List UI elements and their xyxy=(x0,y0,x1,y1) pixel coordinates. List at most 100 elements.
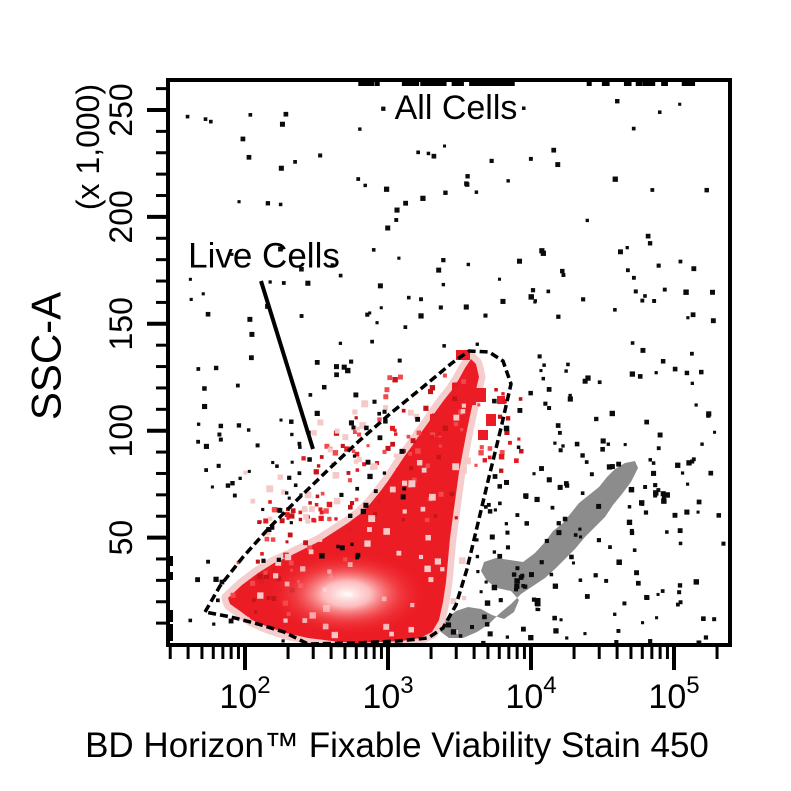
event-dot xyxy=(644,594,649,600)
event-dot xyxy=(537,608,541,612)
event-dot xyxy=(540,250,546,256)
event-dot xyxy=(355,486,360,491)
event-dot xyxy=(622,601,627,606)
event-dot xyxy=(608,545,612,549)
event-dot xyxy=(403,325,408,329)
event-dot xyxy=(581,297,586,302)
event-dot xyxy=(363,183,367,188)
event-dot xyxy=(528,390,533,396)
event-dot xyxy=(640,347,646,353)
live-event-dot xyxy=(429,434,435,440)
event-dot xyxy=(566,362,570,367)
event-dot xyxy=(348,420,354,426)
live-event-dot xyxy=(315,494,320,499)
event-dot xyxy=(694,403,698,407)
live-event-dot xyxy=(311,517,316,523)
live-event-dot xyxy=(406,434,411,439)
live-event-halo-dot xyxy=(317,419,324,426)
live-event-dot xyxy=(357,432,362,437)
event-dot xyxy=(609,464,615,469)
event-dot xyxy=(373,489,378,494)
event-dot xyxy=(293,483,298,488)
event-dot xyxy=(629,371,636,377)
event-dot xyxy=(498,598,503,603)
x-axis-title: BD Horizon™ Fixable Viability Stain 450 xyxy=(85,726,709,765)
event-dot xyxy=(333,364,339,370)
event-dot xyxy=(634,570,640,576)
top-clipped-event-mark xyxy=(506,82,515,86)
live-event-dot xyxy=(442,425,448,431)
event-dot xyxy=(206,559,211,564)
live-event-halo-dot xyxy=(416,460,423,466)
event-dot xyxy=(205,311,211,317)
event-dot xyxy=(466,262,471,267)
event-dot xyxy=(689,351,694,356)
event-dot xyxy=(216,463,221,468)
left-clipped-event-mark xyxy=(170,633,173,641)
live-event-dot xyxy=(255,559,260,564)
event-dot xyxy=(606,464,613,470)
live-event-dot xyxy=(415,448,421,454)
event-dot xyxy=(534,496,540,503)
live-event-dot xyxy=(392,376,398,383)
event-dot xyxy=(690,459,695,464)
live-event-halo-dot xyxy=(352,409,358,415)
live-event-halo-dot xyxy=(440,567,445,572)
live-event-halo-dot xyxy=(268,516,273,521)
live-event-halo-dot xyxy=(266,485,274,493)
live-event-halo-dot xyxy=(460,466,467,474)
event-dot xyxy=(484,505,488,509)
live-event-halo-dot xyxy=(383,405,389,410)
event-dot xyxy=(640,298,645,303)
event-dot xyxy=(567,396,573,402)
event-dot xyxy=(297,441,302,446)
event-dot xyxy=(643,485,648,489)
event-dot xyxy=(520,626,526,632)
event-dot xyxy=(672,366,678,372)
event-dot xyxy=(514,587,519,592)
event-dot xyxy=(721,541,726,546)
event-dot xyxy=(475,342,479,346)
live-event-dot xyxy=(347,478,353,483)
live-event-dot xyxy=(332,450,339,456)
live-event-halo-dot xyxy=(420,506,426,512)
event-dot xyxy=(684,509,690,515)
live-cell-density-lump xyxy=(452,383,476,405)
event-dot xyxy=(532,472,536,476)
event-dot xyxy=(487,509,493,514)
event-dot xyxy=(382,409,387,414)
event-dot xyxy=(364,425,369,431)
event-dot xyxy=(712,617,717,622)
live-event-dot xyxy=(270,537,276,542)
live-event-halo-dot xyxy=(250,498,256,504)
event-dot xyxy=(524,495,528,499)
event-dot xyxy=(629,528,634,533)
event-dot xyxy=(645,233,651,239)
live-event-dot xyxy=(298,517,303,522)
live-event-halo-dot xyxy=(334,428,340,434)
event-dot xyxy=(458,634,463,638)
event-dot xyxy=(497,553,503,559)
live-event-halo-dot xyxy=(332,472,340,479)
y-tick-label: 200 xyxy=(103,190,139,243)
event-dot xyxy=(403,200,409,206)
event-dot xyxy=(571,561,576,565)
event-dot xyxy=(442,344,446,348)
axis-tick-labels: 102 103 104 105 250 200 150 100 50 xyxy=(103,83,700,716)
event-dot xyxy=(276,557,281,562)
live-event-dot xyxy=(436,454,442,460)
live-event-dot xyxy=(452,382,458,388)
live-event-halo-dot xyxy=(450,598,457,605)
live-event-dot xyxy=(454,516,458,520)
live-event-dot xyxy=(344,446,350,452)
event-dot xyxy=(402,486,407,491)
live-cell-density-lump xyxy=(472,388,486,402)
live-event-dot xyxy=(449,491,454,497)
event-dot xyxy=(367,473,373,480)
live-event-dot xyxy=(318,515,324,522)
live-event-halo-dot xyxy=(333,497,341,505)
live-event-dot xyxy=(401,518,405,522)
live-event-dot xyxy=(499,468,504,473)
live-event-halo-dot xyxy=(461,595,467,601)
